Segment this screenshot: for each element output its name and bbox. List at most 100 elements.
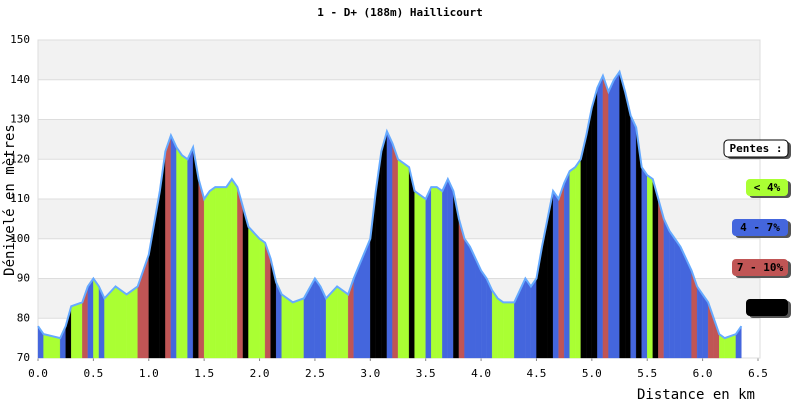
slope-segment <box>674 238 681 359</box>
slope-segment <box>647 174 653 359</box>
x-tick-label: 0.5 <box>83 367 103 380</box>
legend-entry: < 4% <box>754 181 781 194</box>
slope-segment <box>436 186 443 359</box>
x-axis-label: Distance en km <box>637 387 755 400</box>
x-tick-label: 4.5 <box>527 367 547 380</box>
slope-segment <box>204 190 210 359</box>
y-tick-label: 130 <box>10 113 30 126</box>
slope-segment <box>187 147 194 359</box>
x-tick-label: 1.5 <box>194 367 214 380</box>
legend-entry-box <box>746 299 788 316</box>
slope-segment <box>480 270 487 359</box>
profile-line <box>37 69 743 340</box>
slope-segment <box>71 302 83 359</box>
x-tick-label: 5.5 <box>637 367 657 380</box>
legend-entry: 7 - 10% <box>737 261 784 274</box>
slope-segment <box>602 75 609 359</box>
slope-segment <box>580 135 587 359</box>
legend-entry-box <box>732 219 788 236</box>
x-tick-label: 1.0 <box>139 367 159 380</box>
slope-segment <box>619 71 626 359</box>
slope-segment <box>314 278 321 359</box>
x-tick-label: 2.0 <box>250 367 270 380</box>
slope-segment <box>237 187 244 359</box>
legend-entry: 4 - 7% <box>740 221 780 234</box>
legend-title: Pentes : <box>730 142 783 155</box>
slope-segment <box>702 293 709 359</box>
slope-segment <box>669 230 676 359</box>
slope-segment <box>492 289 498 359</box>
slope-segment <box>115 286 127 359</box>
y-tick-label: 140 <box>10 73 30 86</box>
slope-segment <box>215 186 227 359</box>
y-tick-label: 150 <box>10 33 30 46</box>
slope-segment <box>209 186 216 359</box>
slope-segment <box>231 178 238 359</box>
x-tick-label: 2.5 <box>305 367 325 380</box>
chart-title: 1 - D+ (188m) Haillicourt <box>317 6 483 19</box>
y-tick-label: 70 <box>17 351 30 364</box>
slope-segment <box>641 166 648 359</box>
slope-segment <box>447 179 454 359</box>
slope-segment <box>414 190 426 359</box>
slope-segment <box>126 286 138 359</box>
slope-segment <box>591 87 598 359</box>
y-axis-label: Dénivelé en mètres <box>2 124 18 276</box>
slope-segment <box>685 258 692 359</box>
x-tick-label: 3.5 <box>416 367 436 380</box>
legend-title-box <box>723 139 789 158</box>
slope-segment <box>397 158 404 359</box>
slope-segment <box>586 107 592 359</box>
slope-segment <box>381 131 388 359</box>
slope-segment <box>226 178 232 359</box>
slope-segment <box>530 278 537 359</box>
slope-segment <box>624 91 631 359</box>
slope-segment <box>336 286 349 359</box>
slope-segment <box>259 238 266 359</box>
slope-segment <box>458 218 465 359</box>
slope-segment <box>386 131 393 359</box>
slope-segment <box>248 226 260 359</box>
slope-segment <box>558 183 565 359</box>
y-tick-label: 80 <box>17 311 30 324</box>
slope-segment <box>608 79 615 359</box>
x-tick-label: 5.0 <box>582 367 602 380</box>
slope-segment <box>403 162 410 359</box>
y-tick-label: 100 <box>10 232 30 245</box>
slope-segment <box>87 278 94 359</box>
slope-segment <box>597 75 604 359</box>
slope-segment <box>408 167 415 359</box>
slope-segment <box>475 258 482 359</box>
slope-segment <box>242 206 249 359</box>
slope-segment <box>170 135 177 359</box>
slope-segment <box>469 246 476 359</box>
slope-segment <box>613 71 620 359</box>
legend-entry-box <box>746 179 788 196</box>
y-tick-label: 90 <box>17 272 30 285</box>
legend-entry-box <box>732 259 788 276</box>
slope-segment <box>658 198 664 359</box>
legend-entry: > 10% <box>750 301 783 314</box>
slope-segment <box>575 158 581 359</box>
slope-segment <box>569 166 576 359</box>
slope-segment <box>165 135 172 359</box>
slope-segment <box>392 143 399 359</box>
slope-segment <box>497 298 504 359</box>
slope-segment <box>696 285 703 359</box>
grid-band <box>38 119 760 160</box>
slope-segment <box>503 302 515 359</box>
x-tick-label: 3.0 <box>360 367 380 380</box>
slope-segment <box>181 154 188 359</box>
slope-segment <box>425 187 432 359</box>
x-tick-label: 0.0 <box>28 367 48 380</box>
slope-segment <box>431 186 437 359</box>
slope-segment <box>442 179 448 359</box>
slope-segment <box>281 294 293 359</box>
x-tick-label: 6.0 <box>693 367 713 380</box>
x-tick-label: 4.0 <box>471 367 491 380</box>
slope-segment <box>292 298 304 359</box>
slope-segment <box>680 246 687 359</box>
grid-band <box>38 40 760 80</box>
x-tick-label: 6.5 <box>748 367 768 380</box>
slope-segment <box>663 218 670 359</box>
